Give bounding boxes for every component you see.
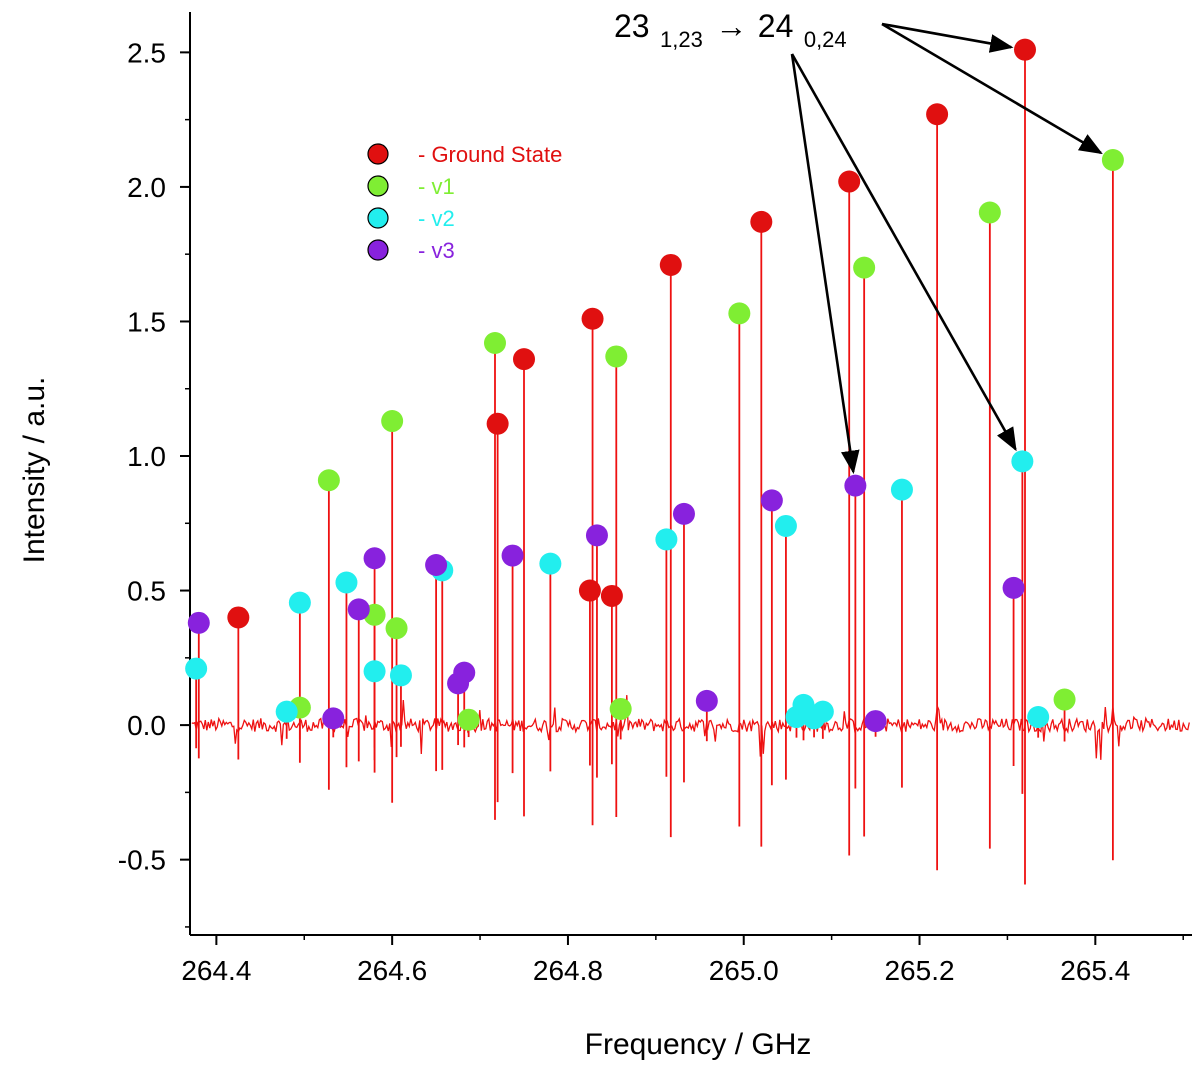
data-point-ground-state <box>750 210 773 233</box>
data-point-v2 <box>1011 450 1034 473</box>
data-point-v2 <box>539 552 562 575</box>
y-tick-label: 2.5 <box>127 37 166 68</box>
data-point-v3 <box>695 689 718 712</box>
data-point-v3 <box>187 611 210 634</box>
annotation-arrow <box>790 53 1017 452</box>
data-point-v3 <box>585 524 608 547</box>
data-point-v3 <box>760 489 783 512</box>
data-point-v2 <box>335 571 358 594</box>
data-point-v3 <box>1002 576 1025 599</box>
transition-arrow-symbol: → <box>715 8 747 44</box>
data-point-v2 <box>774 514 797 537</box>
y-axis-ticks: -0.5 0.0 0.5 1.0 1.5 2.0 2.5 <box>118 37 190 928</box>
legend-marker <box>367 207 389 229</box>
y-tick-label: -0.5 <box>118 845 166 876</box>
transition-label: 23 1,23 → 24 0,24 <box>614 8 847 52</box>
annotation-arrow <box>881 22 1014 53</box>
data-point-ground-state <box>227 606 250 629</box>
data-point-v2 <box>811 700 834 723</box>
data-point-ground-state <box>926 103 949 126</box>
data-point-v1 <box>385 617 408 640</box>
data-point-v2 <box>389 664 412 687</box>
upper-level-base: 24 <box>758 8 794 44</box>
data-point-v3 <box>347 598 370 621</box>
data-point-v2 <box>275 700 298 723</box>
data-point-v3 <box>844 474 867 497</box>
x-tick-label: 264.4 <box>181 955 251 986</box>
data-point-v1 <box>978 201 1001 224</box>
data-point-v2 <box>655 528 678 551</box>
x-tick-label: 265.2 <box>884 955 954 986</box>
y-tick-label: 1.0 <box>127 441 166 472</box>
data-point-v2 <box>890 478 913 501</box>
data-points <box>185 38 1124 733</box>
x-axis-ticks: 264.4 264.6 264.8 265.0 265.2 265.4 <box>181 935 1184 986</box>
data-point-ground-state <box>838 170 861 193</box>
lower-level-base: 23 <box>614 8 650 44</box>
data-point-v2 <box>363 660 386 683</box>
y-tick-label: 2.0 <box>127 172 166 203</box>
data-point-v1 <box>1101 149 1124 172</box>
data-point-v3 <box>425 553 448 576</box>
data-point-v3 <box>672 502 695 525</box>
annotation-arrows <box>790 22 1103 475</box>
data-point-v3 <box>363 547 386 570</box>
x-tick-label: 265.4 <box>1060 955 1130 986</box>
x-tick-label: 265.0 <box>709 955 779 986</box>
data-point-v2 <box>288 591 311 614</box>
spectral-line-stems <box>195 49 1114 885</box>
data-point-v3 <box>501 544 524 567</box>
x-axis-title: Frequency / GHz <box>585 1028 812 1061</box>
data-point-ground-state <box>600 584 623 607</box>
data-point-ground-state <box>581 307 604 330</box>
data-point-ground-state <box>486 412 509 435</box>
legend-label: - v2 <box>418 206 455 231</box>
y-axis-title: Intensity / a.u. <box>18 377 51 564</box>
data-point-v1 <box>483 331 506 354</box>
x-tick-label: 264.6 <box>357 955 427 986</box>
data-point-v2 <box>1027 706 1050 729</box>
data-point-v1 <box>609 697 632 720</box>
data-point-v1 <box>317 469 340 492</box>
y-tick-label: 0.0 <box>127 710 166 741</box>
legend-marker <box>367 239 389 261</box>
data-point-v3 <box>453 661 476 684</box>
data-point-v1 <box>605 345 628 368</box>
data-point-v1 <box>381 410 404 433</box>
data-point-ground-state <box>659 253 682 276</box>
data-point-ground-state <box>1014 38 1036 61</box>
data-point-v1 <box>853 256 876 279</box>
x-tick-label: 264.8 <box>533 955 603 986</box>
y-tick-label: 1.5 <box>127 306 166 337</box>
data-point-ground-state <box>513 348 535 371</box>
legend-label: - v1 <box>418 174 455 199</box>
annotation-arrow <box>881 22 1103 155</box>
transition-annotation: 23 1,23 → 24 0,24 <box>614 8 1103 475</box>
data-point-v1 <box>1053 688 1076 711</box>
data-point-v3 <box>864 710 887 733</box>
lower-level-subscript: 1,23 <box>660 27 703 52</box>
data-point-ground-state <box>578 579 601 602</box>
legend-label: - Ground State <box>418 142 562 167</box>
data-point-v1 <box>728 302 751 325</box>
data-point-v3 <box>322 707 345 730</box>
data-point-v1 <box>457 708 480 731</box>
y-tick-label: 0.5 <box>127 576 166 607</box>
data-point-v2 <box>185 657 208 680</box>
upper-level-subscript: 0,24 <box>804 27 847 52</box>
annotation-arrow <box>790 53 860 475</box>
legend: - Ground State - v1 - v2 - v3 <box>367 142 562 263</box>
legend-marker <box>367 143 389 165</box>
legend-label: - v3 <box>418 238 455 263</box>
legend-marker <box>367 175 389 197</box>
